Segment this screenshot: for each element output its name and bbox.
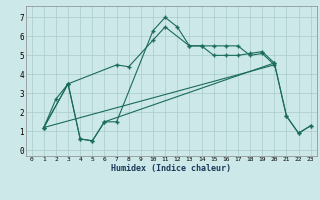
X-axis label: Humidex (Indice chaleur): Humidex (Indice chaleur) — [111, 164, 231, 173]
